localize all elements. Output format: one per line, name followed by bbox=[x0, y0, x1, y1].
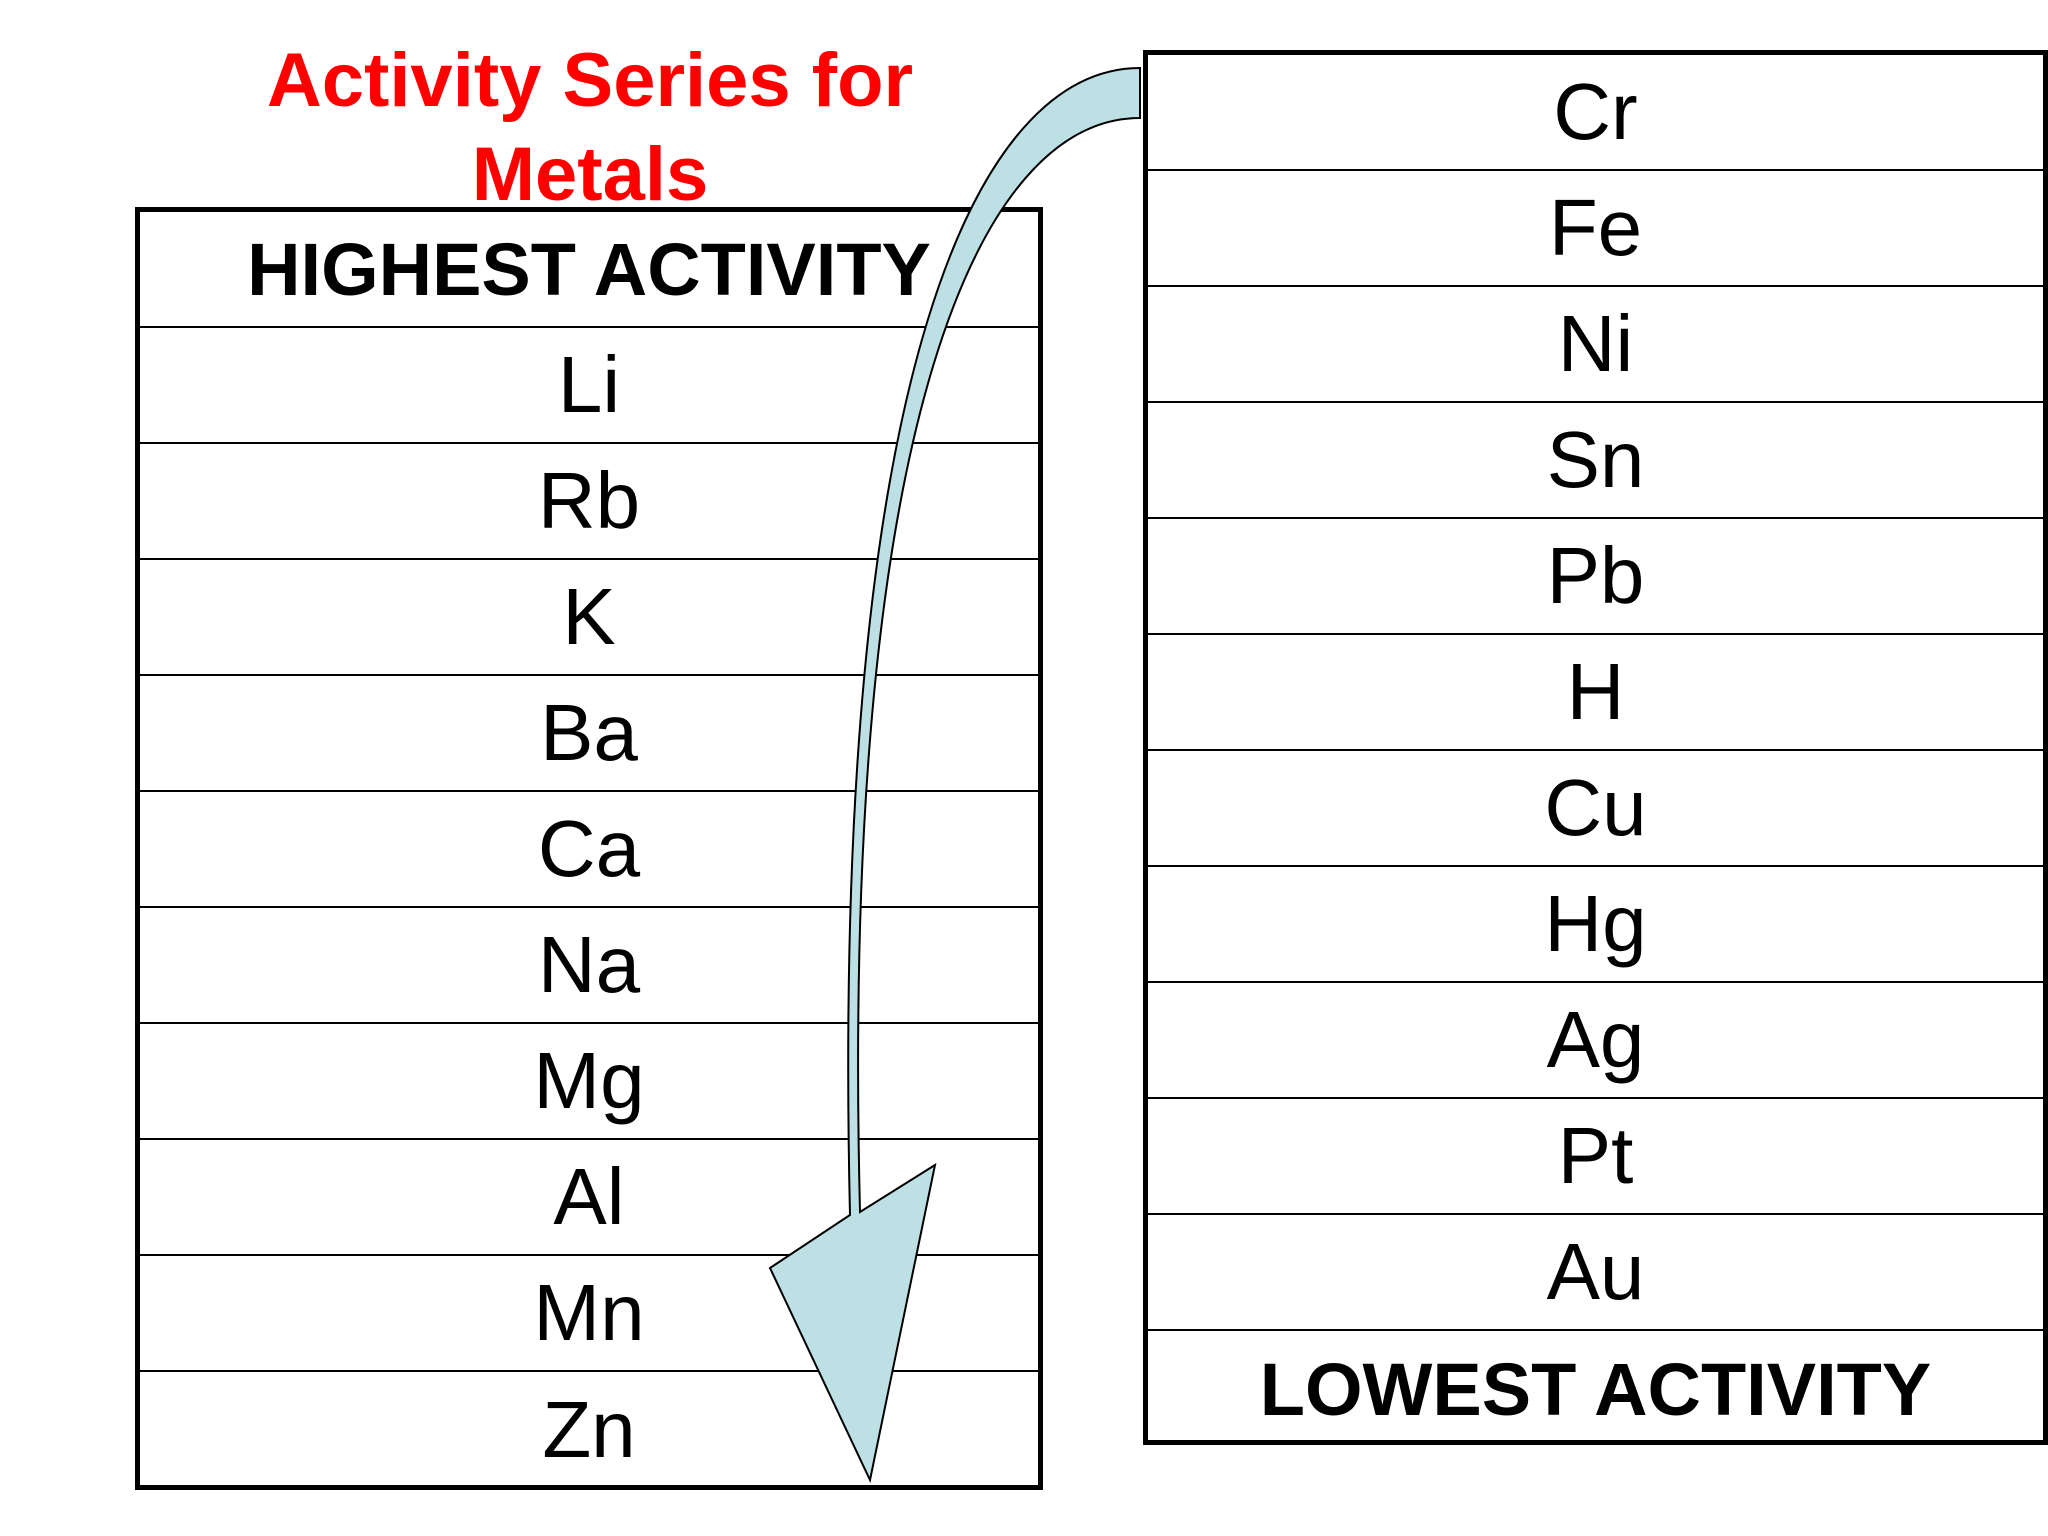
element-cell-hg: Hg bbox=[1148, 867, 2043, 983]
title-line-1: Activity Series for bbox=[266, 38, 914, 123]
element-cell-k: K bbox=[140, 560, 1038, 676]
element-cell-zn: Zn bbox=[542, 1385, 636, 1474]
element-cell-cr: Cr bbox=[1148, 55, 2043, 171]
element-cell-sn: Sn bbox=[1148, 403, 2043, 519]
element-cell-li: Li bbox=[140, 328, 1038, 444]
lowest-activity-table: Cr Fe Ni Sn Pb H Cu Hg Ag Pt Au LOWEST A… bbox=[1143, 50, 2048, 1445]
element-cell-h: H bbox=[1148, 635, 2043, 751]
element-cell-cu: Cu bbox=[1148, 751, 2043, 867]
element-cell-ba: Ba bbox=[140, 676, 1038, 792]
title-line-2: Metals bbox=[471, 132, 709, 217]
highest-activity-table: HIGHEST ACTIVITY Li Rb K Ba Ca Na Mg Al … bbox=[135, 207, 1043, 1490]
element-cell-pt: Pt bbox=[1148, 1099, 2043, 1215]
element-cell-mn: Mn bbox=[140, 1256, 1038, 1372]
element-cell-ag: Ag bbox=[1148, 983, 2043, 1099]
element-cell-ni: Ni bbox=[1148, 287, 2043, 403]
element-cell-pb: Pb bbox=[1148, 519, 2043, 635]
element-cell-mg: Mg bbox=[140, 1024, 1038, 1140]
element-cell-au: Au bbox=[1148, 1215, 2043, 1331]
element-cell-fe: Fe bbox=[1148, 171, 2043, 287]
page-title: Activity Series for Metals bbox=[180, 34, 1000, 222]
lowest-activity-footer: LOWEST ACTIVITY bbox=[1259, 1347, 1932, 1431]
element-cell-ca: Ca bbox=[140, 792, 1038, 908]
highest-activity-header: HIGHEST ACTIVITY bbox=[140, 212, 1038, 328]
element-cell-al: Al bbox=[140, 1140, 1038, 1256]
element-cell-rb: Rb bbox=[140, 444, 1038, 560]
element-cell-na: Na bbox=[140, 908, 1038, 1024]
